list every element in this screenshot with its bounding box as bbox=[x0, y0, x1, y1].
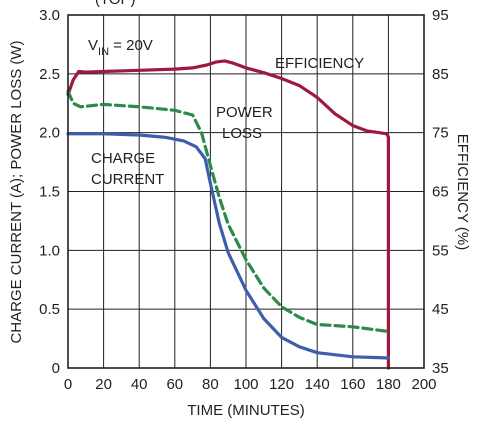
y-right-tick-label: 85 bbox=[432, 66, 449, 83]
y-axis-left-title: CHARGE CURRENT (A); POWER LOSS (W) bbox=[8, 40, 25, 343]
series-layer bbox=[66, 59, 390, 370]
vin-subscript: IN bbox=[98, 46, 109, 58]
x-tick-label: 140 bbox=[305, 376, 330, 393]
y-right-tick-label: 55 bbox=[432, 242, 449, 259]
power-loss-series-label-line1: POWER bbox=[216, 104, 273, 121]
grid-lines bbox=[68, 15, 424, 368]
y-axis-right-title: EFFICIENCY (%) bbox=[454, 134, 471, 250]
y-left-tick-label: 1.5 bbox=[39, 184, 60, 201]
x-tick-label: 120 bbox=[269, 376, 294, 393]
vin-prefix: V bbox=[88, 37, 98, 54]
y-right-tick-label: 75 bbox=[432, 125, 449, 142]
y-right-tick-label: 45 bbox=[432, 301, 449, 318]
x-tick-label: 80 bbox=[202, 376, 219, 393]
y-left-tick-label: 0.5 bbox=[39, 301, 60, 318]
y-right-tick-label: 35 bbox=[432, 360, 449, 377]
efficiency-series-label: EFFICIENCY bbox=[275, 55, 364, 72]
x-tick-label: 180 bbox=[376, 376, 401, 393]
x-tick-label: 100 bbox=[233, 376, 258, 393]
y-left-tick-label: 1.0 bbox=[39, 242, 60, 259]
charge-current-line bbox=[66, 132, 390, 360]
plot-frame bbox=[67, 14, 425, 369]
vin-annotation: VIN = 20V bbox=[88, 37, 153, 58]
title-fragment: (TOP) bbox=[95, 0, 136, 8]
x-axis-title: TIME (MINUTES) bbox=[187, 402, 305, 419]
x-tick-label: 60 bbox=[166, 376, 183, 393]
y-right-tick-label: 95 bbox=[432, 7, 449, 24]
y-left-tick-label: 0 bbox=[52, 360, 60, 377]
x-tick-label: 0 bbox=[64, 376, 72, 393]
y-left-tick-label: 2.0 bbox=[39, 125, 60, 142]
y-left-tick-label: 2.5 bbox=[39, 66, 60, 83]
vin-value: = 20V bbox=[109, 37, 153, 54]
y-right-tick-label: 65 bbox=[432, 184, 449, 201]
efficiency-line bbox=[66, 59, 390, 370]
power-loss-line bbox=[66, 89, 390, 334]
x-tick-label: 160 bbox=[340, 376, 365, 393]
x-tick-label: 40 bbox=[131, 376, 148, 393]
x-tick-label: 20 bbox=[95, 376, 112, 393]
y-left-tick-label: 3.0 bbox=[39, 7, 60, 24]
charge-current-series-label-line1: CHARGE bbox=[91, 150, 155, 167]
power-loss-series-label-line2: LOSS bbox=[222, 125, 262, 142]
charge-current-series-label-line2: CURRENT bbox=[91, 171, 164, 188]
x-tick-label: 200 bbox=[411, 376, 436, 393]
tick-labels: 0 20 40 60 80 100 120 140 160 180 200 0 0.5 1.0 1.5 2.0… bbox=[39, 7, 449, 393]
